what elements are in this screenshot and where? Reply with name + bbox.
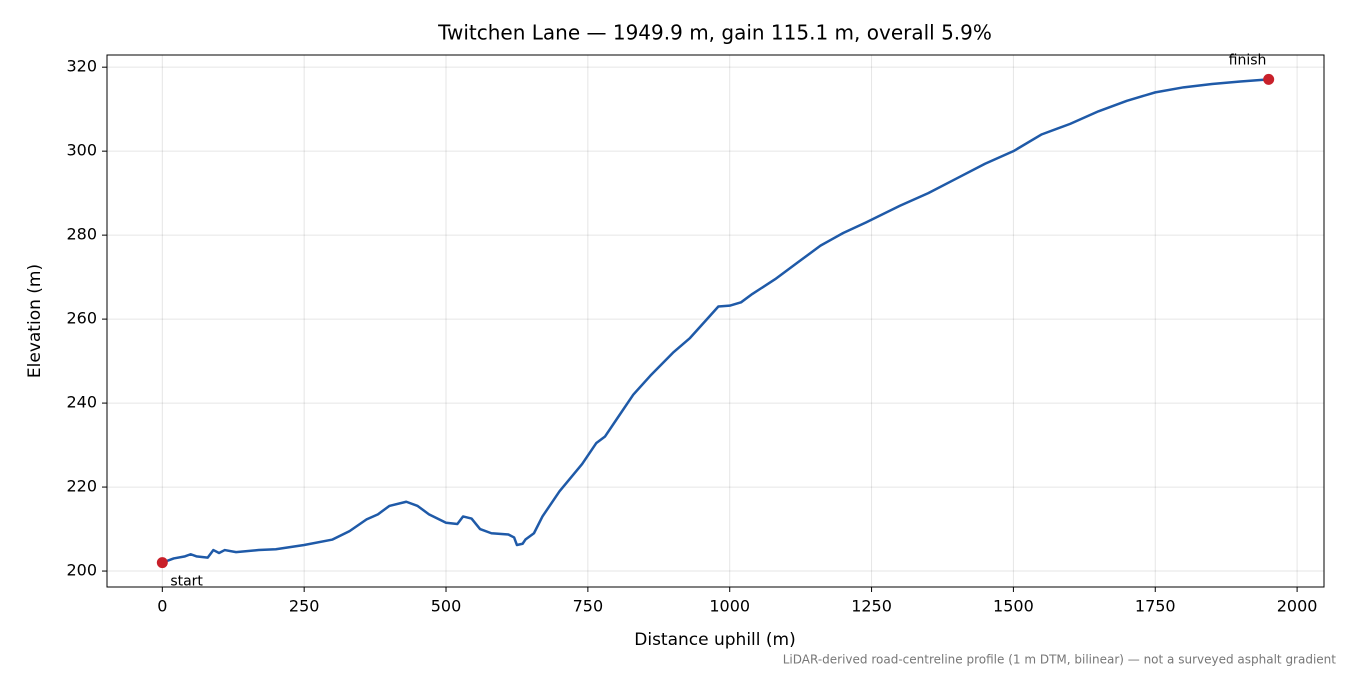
endpoint-label: start [170, 574, 203, 590]
x-tick-label: 1250 [851, 597, 892, 616]
endpoint-marker [156, 557, 168, 569]
y-tick-label: 240 [66, 393, 97, 412]
x-tick-label: 0 [157, 597, 167, 616]
plot-frame [106, 54, 1325, 588]
x-axis-label: Distance uphill (m) [634, 630, 795, 650]
x-tick-label: 1500 [993, 597, 1034, 616]
y-tick-label: 300 [66, 141, 97, 160]
y-tick-label: 320 [66, 57, 97, 76]
x-tick-label: 2000 [1277, 597, 1318, 616]
endpoint-marker [1263, 73, 1275, 85]
y-tick-label: 260 [66, 309, 97, 328]
x-tick-label: 250 [289, 597, 320, 616]
y-axis-label: Elevation (m) [25, 264, 45, 378]
x-tick-label: 750 [573, 597, 604, 616]
y-tick-label: 200 [66, 561, 97, 580]
x-tick-label: 1750 [1135, 597, 1176, 616]
elevation-line [161, 78, 1269, 564]
endpoint-label: finish [1229, 52, 1267, 68]
footnote: LiDAR-derived road-centreline profile (1… [783, 653, 1337, 667]
chart-title: Twitchen Lane — 1949.9 m, gain 115.1 m, … [437, 21, 992, 45]
x-tick-label: 1000 [709, 597, 750, 616]
x-tick-label: 500 [431, 597, 462, 616]
y-tick-label: 280 [66, 225, 97, 244]
y-tick-label: 220 [66, 477, 97, 496]
